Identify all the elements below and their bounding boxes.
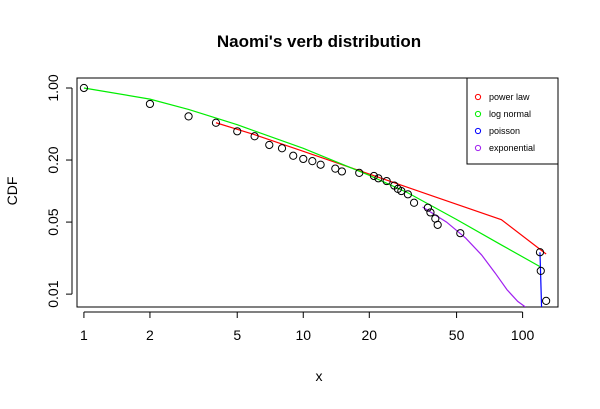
legend: power law log normal poisson exponential [466, 77, 559, 165]
data-point [355, 168, 364, 178]
series-layer [83, 87, 547, 307]
data-point [79, 83, 89, 93]
data-point [250, 132, 259, 141]
x-tick-label: 20 [361, 327, 377, 343]
data-point [337, 167, 346, 176]
data-point [542, 296, 551, 305]
legend-label: power law [489, 92, 530, 102]
data-point [536, 266, 545, 276]
data-point [423, 203, 432, 212]
data-point [433, 220, 442, 229]
data-point [382, 176, 391, 186]
plot-frame [76, 77, 559, 308]
data-point [308, 157, 317, 166]
legend-label: log normal [489, 109, 531, 119]
y-axis-label: CDF [4, 177, 20, 206]
x-tick-label: 1 [80, 327, 88, 343]
legend-marker [474, 127, 482, 135]
legend-box [466, 77, 559, 165]
legend-marker [474, 93, 482, 101]
x-tick-label: 10 [295, 327, 311, 343]
y-axis: 0.01 0.05 0.20 1.00 [45, 74, 73, 308]
data-point [145, 99, 155, 109]
data-point [289, 151, 298, 160]
points-layer [79, 83, 551, 305]
legend-marker [474, 144, 482, 152]
data-point [403, 190, 413, 199]
y-tick-label: 0.01 [45, 280, 61, 307]
data-point [369, 171, 379, 181]
data-point [316, 160, 325, 169]
series-line-poisson [539, 252, 543, 307]
y-tick-label: 1.00 [45, 74, 61, 101]
data-point [426, 208, 435, 217]
data-point [184, 112, 193, 121]
series-line-power-law [215, 122, 547, 255]
data-point [397, 186, 406, 196]
x-tick-label: 100 [511, 327, 535, 343]
x-tick-label: 5 [233, 327, 241, 343]
y-tick-label: 0.05 [45, 208, 61, 235]
chart-title: Naomi's verb distribution [217, 32, 421, 51]
legend-marker [474, 110, 482, 118]
data-point [374, 174, 383, 183]
data-point [456, 229, 465, 238]
x-tick-label: 2 [146, 327, 154, 343]
data-point [277, 144, 287, 153]
x-axis: 1 2 5 10 20 50 100 [80, 311, 535, 343]
series-line-exponential [422, 206, 526, 307]
data-point [211, 118, 221, 127]
data-point [299, 154, 308, 164]
data-point [265, 140, 274, 150]
series-line-log-normal [83, 87, 541, 268]
data-point [409, 198, 419, 207]
data-point [233, 127, 242, 136]
legend-label: poisson [489, 126, 520, 136]
x-axis-label: x [316, 368, 323, 384]
data-point [535, 248, 545, 257]
legend-label: exponential [489, 143, 535, 153]
x-tick-label: 50 [449, 327, 465, 343]
y-tick-label: 0.20 [45, 146, 61, 173]
